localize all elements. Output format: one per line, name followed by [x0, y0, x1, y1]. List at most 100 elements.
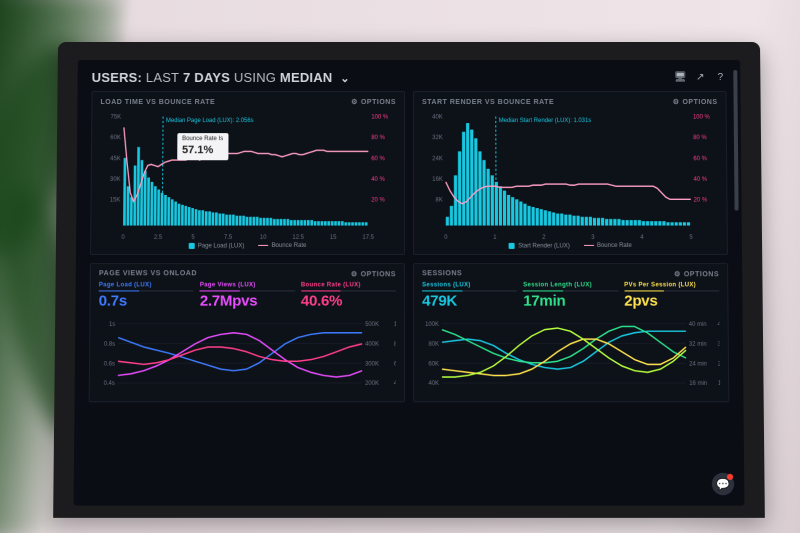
- legend-swatch: [189, 243, 195, 249]
- legend-item: Page Load (LUX): [189, 243, 245, 250]
- svg-text:80 %: 80 %: [371, 134, 385, 141]
- panel-title: PAGE VIEWS VS ONLOAD: [99, 270, 197, 277]
- svg-text:100 %: 100 %: [693, 113, 710, 120]
- dashboard-screen: USERS: LAST 7 DAYS USING MEDIAN ⌄ 🖥 ↗ ? …: [74, 60, 745, 506]
- metric-value: 479K: [422, 292, 517, 309]
- svg-text:24 min: 24 min: [689, 360, 707, 367]
- notification-badge: [727, 474, 733, 480]
- legend-swatch: [509, 243, 515, 249]
- metric-header: Sessions (LUX) 479K: [422, 282, 517, 309]
- svg-text:100K: 100K: [425, 320, 439, 327]
- svg-text:2.4 pvs: 2.4 pvs: [718, 360, 720, 367]
- legend-line: [584, 245, 594, 246]
- panel-title: LOAD TIME VS BOUNCE RATE: [100, 99, 215, 106]
- svg-text:12.5: 12.5: [292, 233, 304, 240]
- chart-render-bounce: 40K32K24K16K8K100 %80 %60 %40 %20 %01234…: [422, 110, 719, 241]
- chart-pageviews: 1s0.8s0.6s0.4s500K400K300K200K100%80%60%…: [98, 311, 396, 396]
- svg-text:45K: 45K: [110, 155, 121, 162]
- svg-text:Median Start Render (LUX): 1.0: Median Start Render (LUX): 1.031s: [499, 117, 592, 124]
- metric-header: Page Views (LUX)2.7Mpvs: [200, 282, 295, 309]
- svg-text:75K: 75K: [110, 113, 121, 120]
- share-icon[interactable]: ↗: [694, 71, 706, 83]
- legend-item: Bounce Rate: [584, 243, 632, 250]
- legend-line: [258, 245, 268, 246]
- svg-text:40 %: 40 %: [371, 176, 385, 183]
- svg-text:60K: 60K: [428, 360, 439, 367]
- svg-text:15K: 15K: [110, 196, 121, 203]
- legend: Start Render (LUX) Bounce Rate: [422, 243, 719, 250]
- monitor-icon[interactable]: 🖥: [674, 71, 686, 83]
- svg-text:60 %: 60 %: [371, 155, 385, 162]
- svg-text:80%: 80%: [394, 340, 396, 347]
- chevron-down-icon[interactable]: ⌄: [340, 72, 349, 85]
- svg-text:40 %: 40 %: [694, 176, 708, 183]
- metric-header: Bounce Rate (LUX)40.6%: [301, 282, 396, 309]
- panel-sessions: SESSIONS OPTIONS Sessions (LUX)479KSessi…: [413, 263, 729, 402]
- svg-text:32K: 32K: [432, 134, 443, 141]
- svg-text:0.4s: 0.4s: [104, 379, 115, 386]
- svg-text:300K: 300K: [365, 360, 379, 367]
- svg-text:1s: 1s: [109, 320, 115, 327]
- svg-text:5: 5: [191, 233, 195, 240]
- svg-text:2.5: 2.5: [154, 233, 163, 240]
- svg-text:32 min: 32 min: [689, 340, 707, 347]
- svg-text:15: 15: [330, 233, 337, 240]
- metric-header: PVs Per Session (LUX)2pvs: [624, 282, 719, 309]
- svg-text:1: 1: [493, 233, 497, 240]
- svg-text:8K: 8K: [436, 196, 444, 203]
- svg-text:3.2 pvs: 3.2 pvs: [718, 340, 720, 347]
- svg-text:Median Page Load (LUX): 2.056s: Median Page Load (LUX): 2.056s: [166, 117, 254, 124]
- svg-text:60 %: 60 %: [693, 155, 707, 162]
- svg-text:10: 10: [260, 233, 267, 240]
- svg-text:24K: 24K: [432, 155, 443, 162]
- svg-text:0.8s: 0.8s: [104, 340, 115, 347]
- legend-item: Start Render (LUX): [509, 243, 570, 250]
- chat-button[interactable]: 💬: [712, 473, 734, 496]
- legend: Page Load (LUX)Bounce Rate: [99, 243, 396, 250]
- panel-title: SESSIONS: [422, 270, 462, 277]
- svg-text:2: 2: [542, 233, 546, 240]
- metric-header: Session Length (LUX)17min: [523, 282, 618, 309]
- svg-text:0.6s: 0.6s: [104, 360, 115, 367]
- panel-render-vs-bounce: START RENDER VS BOUNCE RATE OPTIONS 40K3…: [413, 91, 728, 255]
- metric-label: Session Length (LUX): [523, 282, 618, 288]
- help-icon[interactable]: ?: [714, 71, 726, 83]
- svg-text:30K: 30K: [110, 176, 121, 183]
- metric-label: Page Load (LUX): [99, 282, 194, 288]
- svg-text:16K: 16K: [432, 176, 443, 183]
- page-header: USERS: LAST 7 DAYS USING MEDIAN ⌄ 🖥 ↗ ?: [92, 70, 727, 85]
- svg-text:500K: 500K: [365, 320, 379, 327]
- metric-value: 0.7s: [99, 292, 194, 309]
- scrollbar[interactable]: [733, 70, 738, 211]
- options-button[interactable]: OPTIONS: [351, 98, 396, 106]
- metric-label: Sessions (LUX): [422, 282, 517, 288]
- title-median: MEDIAN: [280, 70, 333, 85]
- metric-value: 40.6%: [301, 292, 396, 309]
- title-days: 7 DAYS: [183, 70, 230, 85]
- title-prefix: USERS:: [92, 70, 143, 85]
- metric-header: Page Load (LUX) 0.7s: [99, 282, 194, 309]
- svg-text:100%: 100%: [394, 320, 396, 327]
- svg-text:4.0 pvs: 4.0 pvs: [718, 320, 721, 327]
- svg-text:17.5: 17.5: [362, 233, 374, 240]
- svg-text:100 %: 100 %: [371, 113, 388, 120]
- svg-text:0: 0: [121, 233, 125, 240]
- options-button[interactable]: OPTIONS: [673, 98, 718, 106]
- panel-load-vs-bounce: LOAD TIME VS BOUNCE RATE OPTIONS 75K 60K 4…: [90, 91, 405, 255]
- panel-title: START RENDER VS BOUNCE RATE: [422, 99, 554, 106]
- options-button[interactable]: OPTIONS: [351, 270, 396, 278]
- panel-pageviews-onload: PAGE VIEWS VS ONLOAD OPTIONS Page Load (…: [89, 263, 405, 402]
- page-title[interactable]: USERS: LAST 7 DAYS USING MEDIAN ⌄: [92, 70, 350, 85]
- tooltip: Bounce Rate Is 57.1%: [177, 134, 228, 160]
- svg-text:0: 0: [444, 233, 448, 240]
- tooltip-value: 57.1%: [182, 144, 223, 157]
- header-actions: 🖥 ↗ ?: [674, 71, 726, 83]
- metric-label: PVs Per Session (LUX): [624, 282, 719, 288]
- svg-text:60K: 60K: [110, 134, 121, 141]
- chart-sessions: 100K80K60K40K40 min32 min24 min16 min4.0…: [422, 311, 720, 396]
- svg-text:20 %: 20 %: [371, 196, 385, 203]
- options-button[interactable]: OPTIONS: [674, 270, 719, 278]
- tooltip-label: Bounce Rate Is: [182, 137, 223, 144]
- svg-text:5: 5: [689, 233, 693, 240]
- svg-text:20 %: 20 %: [694, 196, 708, 203]
